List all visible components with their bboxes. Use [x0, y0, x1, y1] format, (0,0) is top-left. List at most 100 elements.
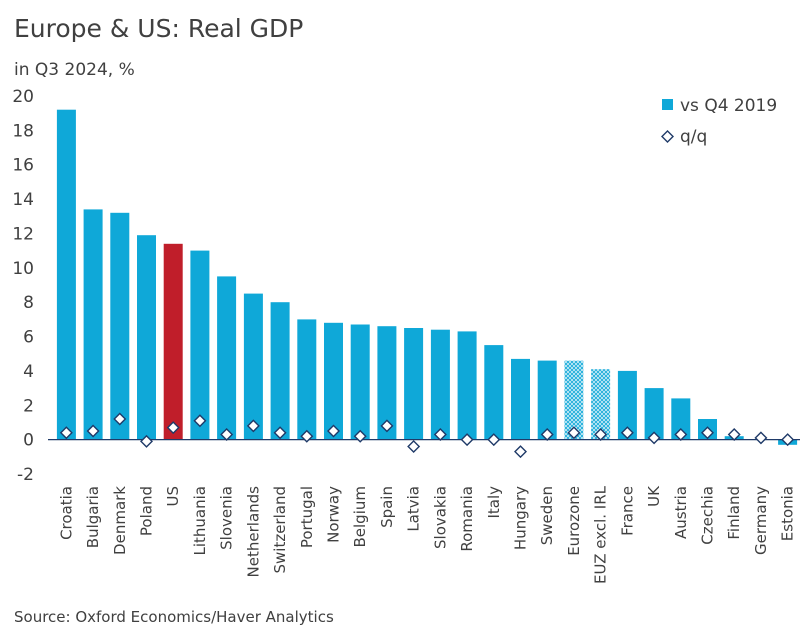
y-tick-label: 14: [12, 190, 34, 210]
y-tick-label: 12: [12, 224, 34, 244]
legend-label-qq: q/q: [680, 127, 707, 147]
bar: [297, 319, 317, 440]
qq-marker: [380, 419, 394, 433]
qq-marker: [166, 421, 180, 435]
bar: [537, 360, 557, 440]
qq-marker: [620, 426, 634, 440]
x-tick-label: Bulgaria: [84, 486, 102, 548]
y-tick-label: 8: [23, 293, 34, 313]
qq-marker: [140, 434, 153, 448]
qq-marker: [567, 426, 581, 440]
x-tick-label: Portugal: [298, 486, 316, 548]
qq-marker: [594, 427, 608, 441]
bar: [56, 109, 76, 440]
bar: [190, 250, 210, 440]
bar: [83, 209, 103, 440]
x-tick-label: Poland: [138, 486, 156, 536]
y-axis: -2 0 2 4 6 8 10 12 14 16 18 20: [12, 87, 34, 485]
y-tick-label: 20: [12, 87, 34, 107]
qq-marker: [220, 427, 234, 441]
x-axis: Croatia Bulgaria Denmark Poland US Lithuania S…: [57, 485, 796, 584]
chart-title: Europe & US: Real GDP: [14, 14, 304, 43]
qq-marker: [246, 419, 260, 433]
qq-marker: [674, 427, 688, 441]
bar: [324, 322, 343, 440]
x-tick-label: Czechia: [699, 486, 717, 545]
qq-marker: [113, 412, 127, 426]
x-tick-label: Estonia: [779, 486, 797, 541]
qq-series: [59, 412, 795, 459]
x-tick-label: US: [164, 486, 182, 507]
bar: [137, 235, 156, 440]
bar: [671, 398, 691, 440]
x-tick-label: Norway: [325, 486, 343, 543]
source-note: Source: Oxford Economics/Haver Analytics: [14, 608, 334, 626]
y-tick-label: 18: [12, 121, 34, 141]
x-tick-label: Finland: [725, 486, 743, 540]
qq-marker: [353, 429, 367, 443]
qq-marker: [433, 427, 447, 441]
bar: [430, 329, 450, 440]
legend-label-bar: vs Q4 2019: [680, 96, 777, 116]
x-tick-label: France: [618, 486, 636, 536]
y-tick-label: -2: [17, 465, 34, 485]
qq-marker: [59, 426, 73, 440]
bar: [617, 370, 637, 440]
chart-subtitle: in Q3 2024, %: [14, 60, 135, 80]
bar: [217, 276, 237, 440]
legend-swatch-diamond: [661, 130, 674, 143]
x-tick-label: Austria: [672, 486, 690, 539]
x-tick-label: Belgium: [351, 486, 369, 548]
bar: [484, 345, 504, 440]
qq-marker: [487, 433, 501, 447]
x-tick-label: Eurozone: [565, 486, 583, 556]
qq-marker: [727, 427, 741, 441]
bar: [404, 328, 424, 440]
qq-marker: [86, 424, 100, 438]
bar: [377, 326, 397, 440]
x-tick-label: Sweden: [538, 486, 556, 545]
x-tick-label: Denmark: [111, 486, 129, 555]
x-tick-label: Lithuania: [191, 486, 209, 555]
y-tick-label: 10: [12, 259, 34, 279]
qq-marker: [273, 426, 287, 440]
bar: [564, 360, 584, 440]
bar: [591, 369, 611, 440]
bar-series: [56, 109, 798, 445]
bar: [270, 302, 290, 440]
qq-marker: [781, 433, 795, 447]
x-tick-label: UK: [645, 485, 663, 507]
x-tick-label: Germany: [752, 486, 770, 555]
qq-marker: [540, 427, 554, 441]
qq-marker: [193, 414, 207, 428]
qq-marker: [327, 424, 340, 438]
qq-marker: [701, 426, 714, 440]
y-tick-label: 4: [23, 362, 34, 382]
x-tick-label: Slovenia: [218, 486, 236, 550]
legend: vs Q4 2019 q/q: [661, 96, 777, 147]
x-tick-label: Spain: [378, 486, 396, 528]
qq-marker: [514, 445, 527, 459]
x-tick-label: Switzerland: [271, 486, 289, 574]
y-tick-label: 16: [12, 156, 34, 176]
bar: [163, 243, 183, 440]
y-tick-label: 0: [23, 431, 34, 451]
qq-marker: [460, 433, 474, 447]
bar: [110, 212, 130, 440]
qq-marker: [754, 431, 768, 445]
qq-marker: [300, 429, 314, 443]
x-tick-label: EUZ excl. IRL: [592, 485, 610, 584]
qq-marker: [407, 440, 421, 453]
legend-swatch-bar: [662, 99, 673, 110]
y-tick-label: 6: [23, 328, 34, 348]
x-tick-label: Netherlands: [244, 486, 262, 578]
bar: [644, 388, 664, 440]
bar: [457, 331, 477, 440]
x-tick-label: Croatia: [57, 486, 75, 540]
x-tick-label: Hungary: [512, 486, 530, 550]
bar: [243, 293, 263, 440]
qq-marker: [647, 431, 661, 445]
x-tick-label: Italy: [485, 486, 503, 519]
x-tick-label: Slovakia: [431, 486, 449, 549]
